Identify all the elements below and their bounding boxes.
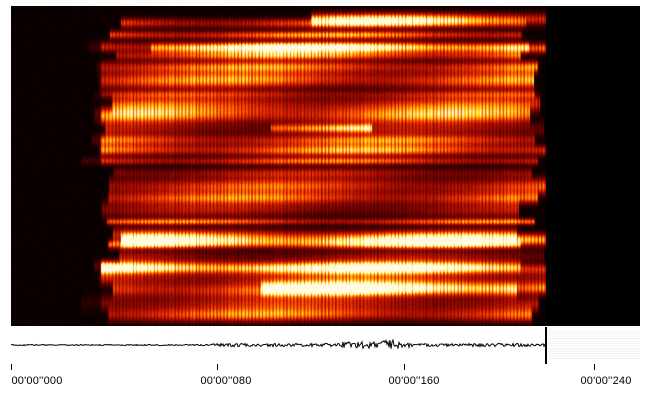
waveform-trace (11, 338, 547, 350)
waveform-panel[interactable] (11, 327, 640, 363)
time-tick (594, 364, 595, 370)
spectrogram-canvas[interactable] (11, 6, 546, 326)
waveform-svg (11, 330, 640, 359)
time-axis: 00'00''000 00'00''080 00'00''160 00'00''… (0, 364, 649, 394)
time-label-240: 00'00''240 (580, 375, 632, 387)
time-label-160: 00'00''160 (388, 375, 440, 387)
playback-cursor[interactable] (545, 327, 547, 364)
time-label-0: 00'00''000 (11, 375, 63, 387)
time-label-80: 00'00''080 (200, 375, 252, 387)
time-tick (217, 364, 218, 370)
unrecorded-region (546, 6, 640, 326)
time-tick (11, 364, 12, 370)
spectrogram-panel[interactable] (11, 6, 640, 326)
time-tick (404, 364, 405, 370)
